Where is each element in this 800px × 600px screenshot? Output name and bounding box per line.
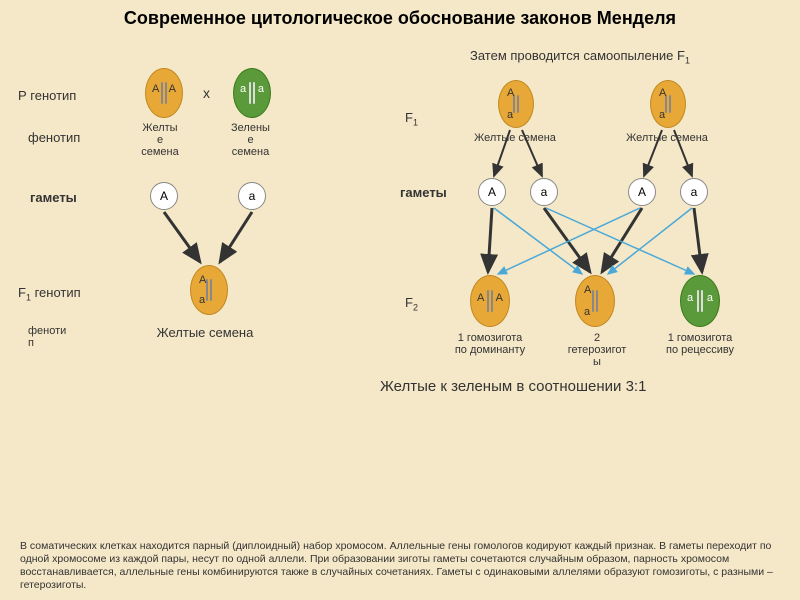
f1-cell-Aa-r1: А а [498, 80, 534, 128]
label-gametes-left: гаметы [30, 190, 77, 205]
parent-cell-aa: а а [233, 68, 271, 118]
gamete-a-left: а [238, 182, 266, 210]
page-title: Современное цитологическое обоснование з… [0, 0, 800, 30]
gamete-A-r1: А [478, 178, 506, 206]
label-f2-homo-rec: 1 гомозигота по рецессиву [650, 332, 750, 356]
label-f1-yellow-r1: Желтые семена [460, 132, 570, 144]
gamete-A-left: А [150, 182, 178, 210]
label-f1-genotype: F1 Р генотипгенотип [18, 285, 81, 303]
f1-cell-Aa-r2: А а [650, 80, 686, 128]
label-f2-homo-dom: 1 гомозигота по доминанту [440, 332, 540, 356]
label-f2: F2 [405, 295, 418, 313]
f2-cell-AA: А А [470, 275, 510, 327]
f2-cell-Aa: А а [575, 275, 615, 327]
cross-symbol: х [203, 85, 210, 101]
label-gametes-right: гаметы [400, 185, 447, 200]
gamete-a-r2: а [680, 178, 708, 206]
label-green-seeds-p2: Зелены е семена [218, 122, 283, 158]
gamete-a-r1: а [530, 178, 558, 206]
parent-cell-AA: А А [145, 68, 183, 118]
f1-cell-Aa-left: А а [190, 265, 228, 315]
label-yellow-seeds-p1: Желты е семена [130, 122, 190, 158]
gamete-A-r2: А [628, 178, 656, 206]
label-f2-hetero: 2 гетерозигот ы [552, 332, 642, 368]
label-phenotype-f1: феноти п [28, 325, 66, 349]
label-phenotype-left: фенотип [28, 130, 80, 145]
label-p-genotype: Р генотип [18, 88, 76, 103]
label-f1-yellow: Желтые семена [155, 325, 255, 340]
label-f1-yellow-r2: Желтые семена [612, 132, 722, 144]
f2-cell-aa: а а [680, 275, 720, 327]
ratio-text: Желтые к зеленым в соотношении 3:1 [380, 378, 646, 395]
footer-explanation: В соматических клетках находится парный … [20, 540, 780, 593]
subtitle-self-pollination: Затем проводится самоопыление F1 [470, 48, 690, 66]
label-f1-right: F1 [405, 110, 418, 128]
